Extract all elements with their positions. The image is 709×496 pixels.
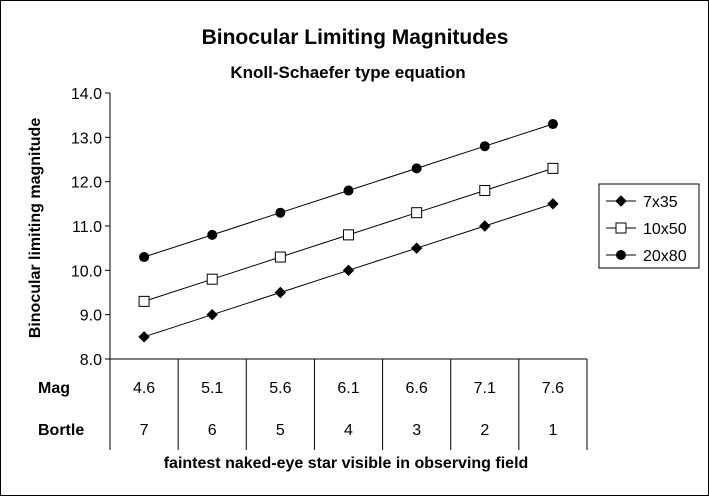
table-cell: 7.6	[542, 380, 564, 397]
table-cell: 5	[276, 422, 285, 439]
x-axis-label: faintest naked-eye star visible in obser…	[164, 455, 529, 472]
data-point-7x35	[342, 264, 355, 277]
table-cell: 4	[344, 422, 353, 439]
y-tick-label: 8.0	[80, 352, 102, 369]
data-point-7x35	[206, 308, 218, 321]
series-group	[138, 119, 559, 343]
y-tick-label: 11.0	[72, 219, 102, 236]
data-point-20x80	[547, 119, 558, 130]
data-point-20x80	[207, 229, 218, 240]
table-cell: 7.1	[474, 380, 496, 397]
y-tick-label: 14.0	[71, 86, 102, 103]
table-row-header: Mag	[38, 380, 70, 397]
table-cell: 4.6	[133, 380, 155, 397]
legend: 7x35 10x50 20x80	[598, 183, 700, 269]
y-tick-label: 12.0	[71, 175, 102, 192]
data-point-7x35	[479, 220, 491, 232]
y-axis-label: Binocular limiting magnitude	[27, 118, 44, 339]
data-point-10x50	[274, 251, 286, 263]
legend-label-10x50: 10x50	[643, 221, 687, 238]
chart-title: Binocular Limiting Magnitudes	[202, 26, 509, 49]
legend-label-20x80: 20x80	[643, 248, 687, 265]
data-point-7x35	[547, 198, 559, 210]
table-cell: 6.1	[337, 380, 359, 397]
category-table: Mag 4.6 5.1 5.6 6.1 6.6 7.1 7.6 Bortle 7 6 5 4 3 2 1	[38, 358, 588, 450]
legend-label-7x35: 7x35	[643, 194, 678, 211]
chart-subtitle: Knoll-Schaefer type equation	[230, 63, 465, 82]
table-cell: 2	[480, 422, 489, 439]
data-point-10x50	[411, 207, 423, 219]
data-point-10x50	[479, 185, 491, 197]
data-point-7x35	[274, 286, 287, 299]
data-point-10x50	[343, 229, 354, 241]
table-row-header: Bortle	[38, 422, 84, 439]
axes-group: 8.0 9.0 10.0 11.0 12.0 13.0 14.0	[71, 86, 111, 369]
legend-marker-20x80	[616, 250, 626, 260]
table-cell: 5.1	[201, 380, 223, 397]
table-cell: 1	[548, 422, 557, 439]
y-tick-label: 10.0	[71, 263, 102, 280]
legend-marker-10x50	[615, 222, 627, 234]
table-cell: 6	[208, 422, 217, 439]
data-point-10x50	[547, 162, 559, 174]
data-point-7x35	[410, 242, 423, 254]
data-point-20x80	[275, 207, 286, 218]
data-point-20x80	[139, 252, 150, 263]
data-point-7x35	[138, 331, 150, 343]
y-tick-label: 9.0	[80, 308, 102, 325]
data-point-20x80	[411, 163, 422, 174]
data-point-20x80	[479, 141, 490, 152]
table-cell: 3	[412, 422, 421, 439]
legend-marker-7x35	[615, 195, 627, 207]
table-cell: 6.6	[406, 380, 428, 397]
table-cell: 7	[140, 422, 149, 439]
table-cell: 5.6	[269, 380, 291, 397]
data-point-10x50	[206, 273, 218, 285]
data-point-20x80	[343, 185, 354, 196]
y-tick-label: 13.0	[71, 130, 102, 147]
data-point-10x50	[138, 295, 150, 307]
